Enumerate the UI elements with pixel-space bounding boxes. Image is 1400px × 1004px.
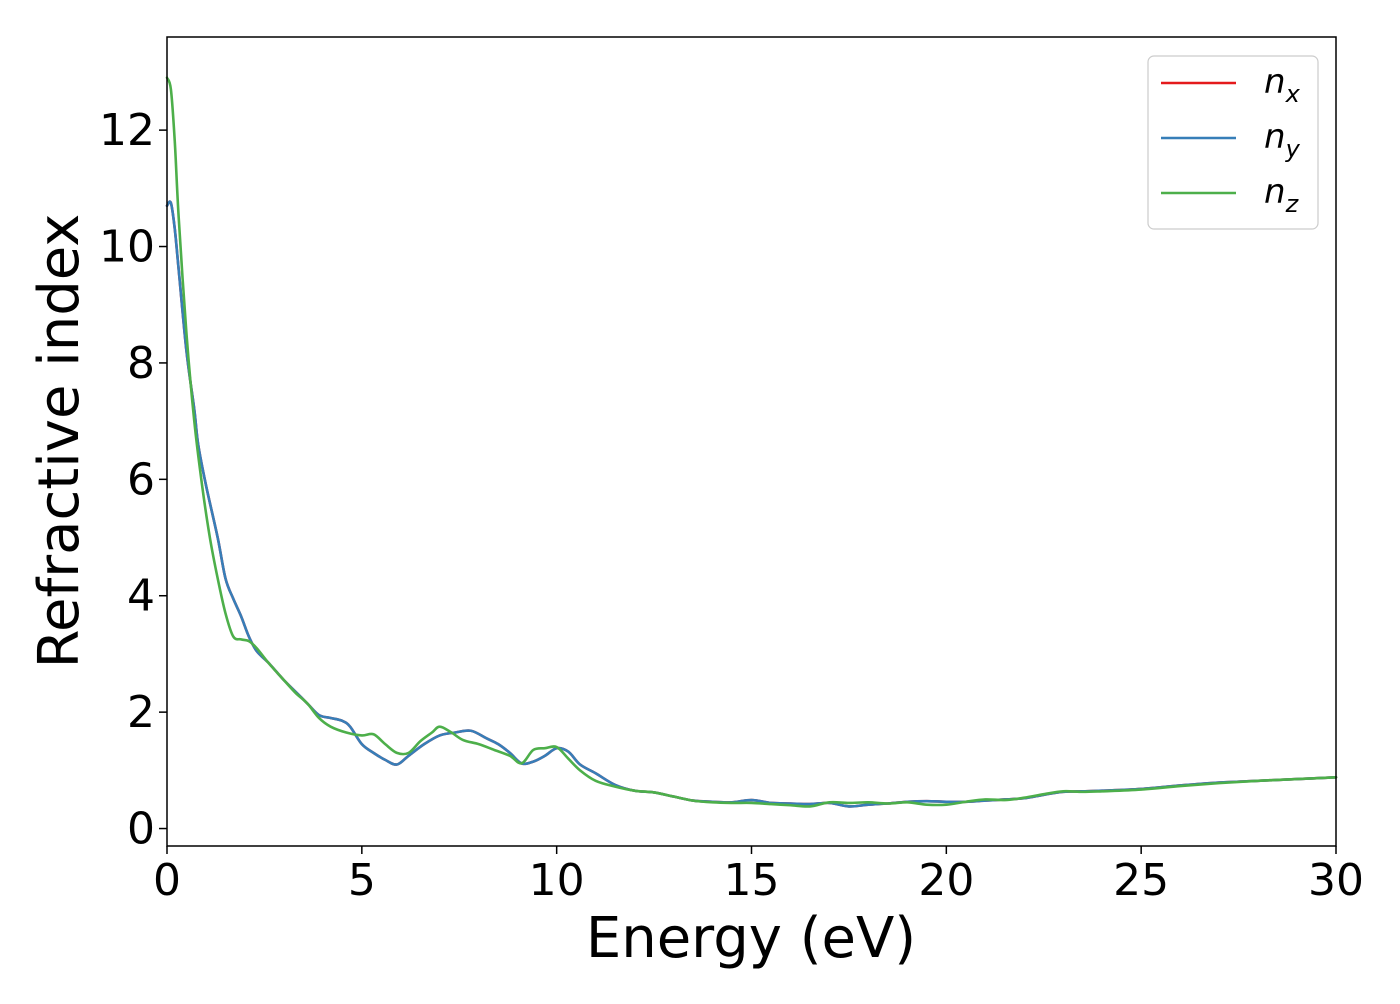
y-tick-label: 4 [127,571,155,622]
x-axis-label: Energy (eV) [586,906,916,971]
x-tick-label: 0 [153,855,181,906]
x-axis-ticks: 0 5 10 15 20 25 30 [153,846,1364,906]
series-line-z [165,76,1338,808]
series-line-x [165,200,1338,808]
y-tick-label: 0 [127,804,155,855]
y-axis-label: Refractive index [27,214,92,669]
x-tick-label: 5 [348,855,376,906]
series-layer [165,76,1338,808]
x-tick-label: 10 [529,855,585,906]
y-tick-label: 8 [127,338,155,389]
legend-label-z: nz [1264,172,1300,218]
legend: nx ny nz [1147,55,1319,230]
legend-label-x: nx [1264,62,1301,108]
y-tick-label: 6 [127,454,155,505]
y-tick-label: 10 [99,222,155,273]
legend-label-y: ny [1264,117,1301,163]
legend-entries: nx ny nz [1161,62,1301,218]
y-tick-label: 12 [99,105,155,156]
y-axis-ticks: 0 2 4 6 8 10 12 [99,105,167,855]
y-tick-label: 2 [127,687,155,738]
x-tick-label: 20 [918,855,974,906]
x-tick-label: 15 [724,855,780,906]
x-tick-label: 30 [1308,855,1364,906]
legend-box [1147,55,1319,230]
series-line-y [165,200,1338,808]
x-tick-label: 25 [1113,855,1169,906]
